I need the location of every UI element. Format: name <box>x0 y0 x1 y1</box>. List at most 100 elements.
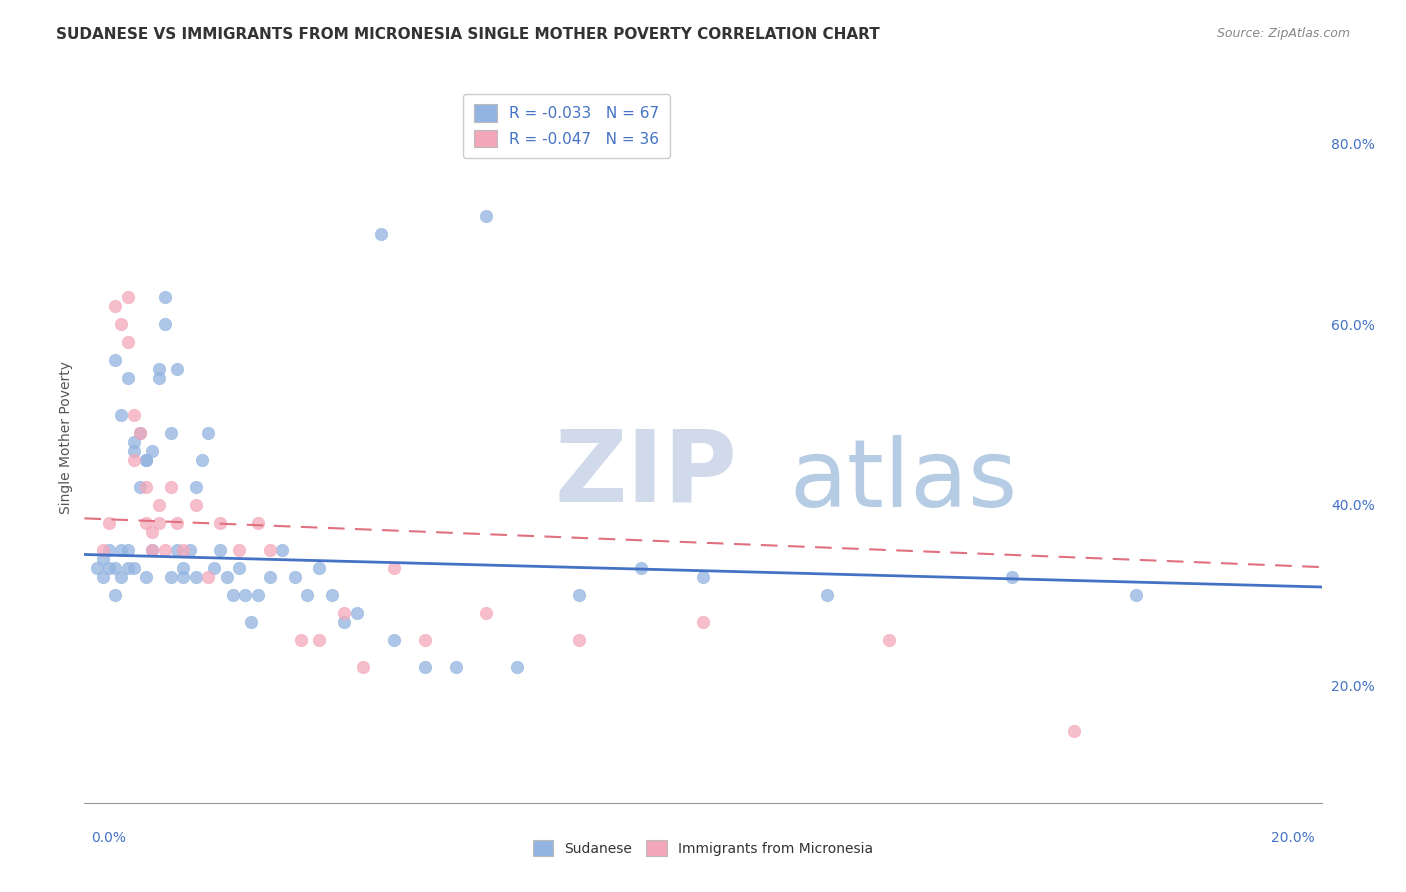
Point <box>110 543 132 558</box>
Point <box>630 561 652 575</box>
Text: 0.0%: 0.0% <box>91 831 127 846</box>
Point <box>382 561 405 575</box>
Point <box>122 452 145 467</box>
Point <box>129 425 152 440</box>
Point <box>246 516 269 530</box>
Point <box>321 588 343 602</box>
Point <box>284 570 307 584</box>
Point <box>308 561 330 575</box>
Point <box>117 290 139 304</box>
Point <box>135 452 157 467</box>
Point <box>333 615 356 630</box>
Point <box>160 570 183 584</box>
Point <box>209 516 232 530</box>
Point <box>153 543 176 558</box>
Point <box>135 452 157 467</box>
Point <box>444 660 467 674</box>
Point <box>86 561 108 575</box>
Point <box>135 570 157 584</box>
Point <box>295 588 318 602</box>
Point <box>141 543 163 558</box>
Point <box>413 633 436 648</box>
Point <box>179 543 201 558</box>
Point <box>233 588 256 602</box>
Point <box>172 543 194 558</box>
Point <box>104 588 127 602</box>
Point <box>308 633 330 648</box>
Point <box>333 606 356 620</box>
Point <box>191 452 214 467</box>
Point <box>222 588 245 602</box>
Point <box>129 480 152 494</box>
Point <box>692 570 714 584</box>
Point <box>240 615 263 630</box>
Point <box>110 408 132 422</box>
Point <box>153 290 176 304</box>
Point <box>160 480 183 494</box>
Point <box>184 498 207 512</box>
Point <box>135 516 157 530</box>
Point <box>122 434 145 449</box>
Point <box>568 633 591 648</box>
Point <box>117 371 139 385</box>
Point <box>413 660 436 674</box>
Point <box>148 362 170 376</box>
Point <box>141 443 163 458</box>
Point <box>692 615 714 630</box>
Point <box>166 362 188 376</box>
Point <box>215 570 238 584</box>
Text: atlas: atlas <box>790 435 1018 527</box>
Point <box>382 633 405 648</box>
Point <box>228 561 250 575</box>
Point <box>197 570 219 584</box>
Point <box>153 317 176 331</box>
Point <box>91 543 114 558</box>
Point <box>148 498 170 512</box>
Point <box>141 524 163 539</box>
Point <box>172 570 194 584</box>
Point <box>117 561 139 575</box>
Legend: Sudanese, Immigrants from Micronesia: Sudanese, Immigrants from Micronesia <box>527 835 879 862</box>
Point <box>129 425 152 440</box>
Point <box>122 561 145 575</box>
Point <box>122 408 145 422</box>
Point <box>117 543 139 558</box>
Text: Source: ZipAtlas.com: Source: ZipAtlas.com <box>1216 27 1350 40</box>
Point <box>98 516 121 530</box>
Point <box>166 543 188 558</box>
Text: 20.0%: 20.0% <box>1271 831 1315 846</box>
Point <box>104 561 127 575</box>
Point <box>228 543 250 558</box>
Point <box>197 425 219 440</box>
Point <box>184 480 207 494</box>
Point <box>259 543 281 558</box>
Point <box>91 552 114 566</box>
Text: SUDANESE VS IMMIGRANTS FROM MICRONESIA SINGLE MOTHER POVERTY CORRELATION CHART: SUDANESE VS IMMIGRANTS FROM MICRONESIA S… <box>56 27 880 42</box>
Point <box>148 371 170 385</box>
Point <box>117 335 139 350</box>
Text: ZIP: ZIP <box>554 425 737 522</box>
Point <box>475 606 498 620</box>
Point <box>259 570 281 584</box>
Point <box>184 570 207 584</box>
Point <box>568 588 591 602</box>
Point <box>141 543 163 558</box>
Point <box>271 543 294 558</box>
Point <box>135 480 157 494</box>
Point <box>246 588 269 602</box>
Point <box>104 353 127 368</box>
Y-axis label: Single Mother Poverty: Single Mother Poverty <box>59 360 73 514</box>
Point <box>110 317 132 331</box>
Point <box>202 561 225 575</box>
Point <box>172 561 194 575</box>
Point <box>104 299 127 313</box>
Point <box>506 660 529 674</box>
Point <box>475 209 498 223</box>
Point <box>166 516 188 530</box>
Point <box>877 633 900 648</box>
Point <box>346 606 368 620</box>
Point <box>122 443 145 458</box>
Point <box>1001 570 1024 584</box>
Point <box>91 570 114 584</box>
Point <box>110 570 132 584</box>
